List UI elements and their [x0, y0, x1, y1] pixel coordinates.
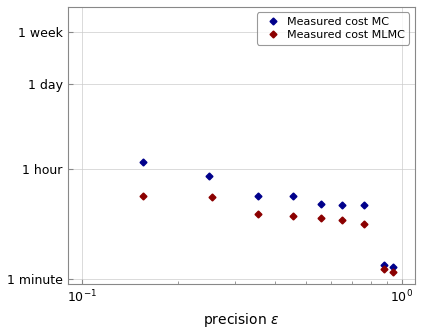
Measured cost MC: [381, 263, 387, 267]
Measured cost MLMC: [141, 194, 146, 198]
Measured cost MLMC: [290, 214, 295, 218]
Measured cost MC: [390, 265, 395, 269]
Measured cost MLMC: [361, 222, 366, 226]
Measured cost MLMC: [390, 270, 395, 274]
Measured cost MLMC: [381, 267, 387, 271]
Measured cost MC: [256, 194, 261, 198]
Measured cost MLMC: [256, 212, 261, 216]
Measured cost MC: [361, 203, 366, 207]
Line: Measured cost MLMC: Measured cost MLMC: [141, 194, 395, 274]
X-axis label: precision $\varepsilon$: precision $\varepsilon$: [203, 311, 279, 329]
Measured cost MC: [290, 194, 295, 198]
Measured cost MLMC: [210, 195, 215, 199]
Line: Measured cost MC: Measured cost MC: [141, 160, 395, 269]
Measured cost MC: [141, 160, 146, 164]
Measured cost MC: [207, 174, 212, 178]
Measured cost MC: [319, 202, 324, 206]
Measured cost MLMC: [340, 218, 345, 222]
Measured cost MC: [340, 203, 345, 207]
Measured cost MLMC: [319, 216, 324, 220]
Legend: Measured cost MC, Measured cost MLMC: Measured cost MC, Measured cost MLMC: [257, 12, 409, 45]
